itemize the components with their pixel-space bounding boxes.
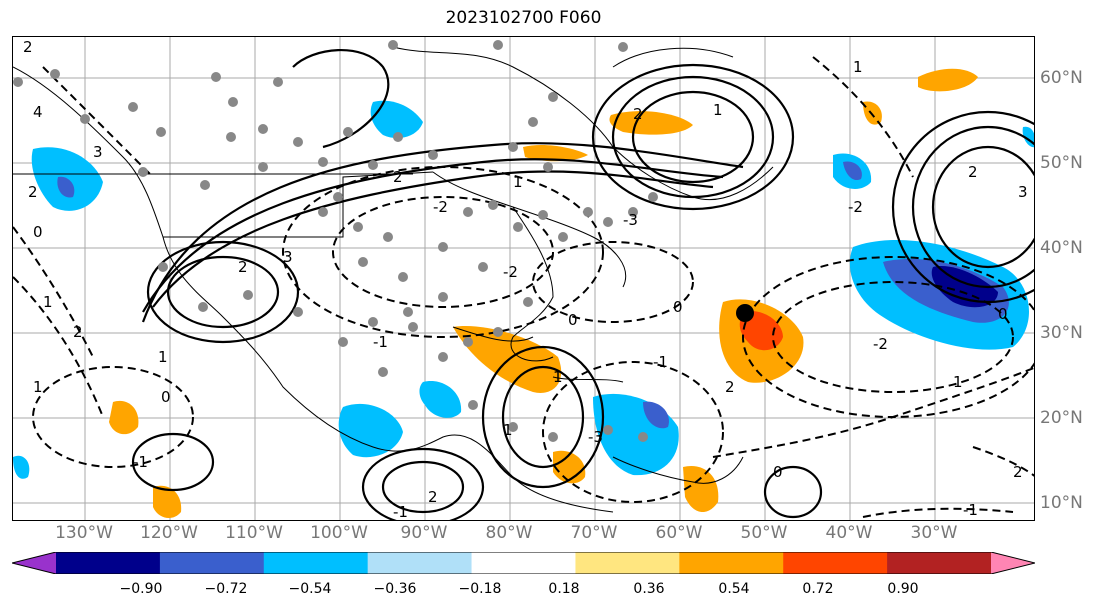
colorbar-segment [783, 552, 888, 574]
contour-label: 2 [73, 323, 83, 341]
contour-label: -2 [873, 335, 888, 353]
lon-label: 70°W [570, 523, 618, 543]
contour-label: 3 [283, 248, 293, 266]
contour-label: -2 [433, 198, 448, 216]
colorbar-segment [679, 552, 784, 574]
colorbar-extend-low [12, 552, 56, 574]
contour-label-group: 2 4 3 2 0 1 2 1 0 2 1 -1 -2 2 -3 1 2 1 0… [23, 38, 1028, 521]
contour-label: -1 [653, 353, 668, 371]
contour-label: 0 [33, 223, 43, 241]
lon-label: 90°W [400, 523, 448, 543]
positive-contours [131, 48, 1034, 520]
contour-label: 1 [158, 348, 168, 366]
contour-label: 1 [43, 293, 53, 311]
lat-label: 50°N [1040, 153, 1083, 173]
colorbar [12, 552, 1035, 574]
colorbar-extend-high [991, 552, 1035, 574]
colorbar-tick: 0.36 [633, 581, 665, 597]
lon-label: 100°W [310, 523, 368, 543]
colorbar-segment [367, 552, 473, 574]
contour-label: -2 [848, 198, 863, 216]
colorbar-segment [56, 552, 161, 574]
contour-label: 2 [28, 183, 38, 201]
colorbar-segment [159, 552, 265, 574]
contour-label: 1 [503, 421, 513, 439]
colorbar-tick: 0.54 [718, 581, 750, 597]
contour-label: 1 [553, 368, 563, 386]
contour-label: 3 [93, 143, 103, 161]
colorbar-segment [887, 552, 992, 574]
colorbar-tick: −0.54 [288, 581, 332, 597]
colorbar-segment [263, 552, 369, 574]
contour-label: 2 [1013, 463, 1023, 481]
lat-label: 60°N [1040, 68, 1083, 88]
lat-label: 20°N [1040, 408, 1083, 428]
contour-label: 1 [513, 173, 523, 191]
lon-label: 60°W [655, 523, 703, 543]
contour-label: 1 [33, 378, 43, 396]
map-panel: 2 4 3 2 0 1 2 1 0 2 1 -1 -2 2 -3 1 2 1 0… [12, 36, 1035, 521]
colorbar-tick: −0.36 [373, 581, 417, 597]
coastlines [13, 46, 774, 513]
contour-label: -3 [623, 211, 638, 229]
contour-label: 1 [853, 58, 863, 76]
contour-label: 1 [713, 101, 723, 119]
contour-label: 3 [1018, 183, 1028, 201]
map-title: 2023102700 F060 [445, 8, 602, 28]
contour-label: 2 [633, 105, 643, 123]
contour-label: -3 [588, 428, 603, 446]
contour-label: 2 [725, 378, 735, 396]
contour-label: 0 [673, 298, 683, 316]
contour-label: 0 [773, 463, 783, 481]
map-svg: 2 4 3 2 0 1 2 1 0 2 1 -1 -2 2 -3 1 2 1 0… [13, 37, 1034, 521]
contour-label: 2 [428, 488, 438, 506]
lon-label: 30°W [910, 523, 958, 543]
station-markers [13, 40, 658, 442]
lon-label: 40°W [825, 523, 873, 543]
contour-label: 2 [238, 258, 248, 276]
colorbar-segments [12, 552, 1035, 574]
contour-label: 1 [953, 373, 963, 391]
lat-label: 30°N [1040, 323, 1083, 343]
anomaly-fills [13, 68, 1034, 519]
colorbar-tick: 0.72 [802, 581, 834, 597]
lon-label: 130°W [55, 523, 113, 543]
contour-label: -2 [503, 263, 518, 281]
contour-label: 4 [33, 103, 43, 121]
contour-label: 0 [998, 305, 1008, 323]
colorbar-tick: 0.90 [887, 581, 919, 597]
lon-label: 120°W [140, 523, 198, 543]
contour-label: 2 [23, 38, 33, 56]
lon-label: 50°W [740, 523, 788, 543]
contour-label: -1 [373, 333, 388, 351]
colorbar-segment [575, 552, 680, 574]
lon-label: 110°W [225, 523, 283, 543]
colorbar-tick: −0.18 [458, 581, 502, 597]
colorbar-tick: 0.18 [548, 581, 580, 597]
contour-label: -1 [963, 501, 978, 519]
lat-label: 10°N [1040, 493, 1083, 513]
lat-label: 40°N [1040, 238, 1083, 258]
contour-label: 0 [161, 388, 171, 406]
colorbar-tick: −0.72 [204, 581, 248, 597]
colorbar-segment [471, 552, 576, 574]
lon-label: 80°W [485, 523, 533, 543]
contour-label: -1 [133, 453, 148, 471]
contour-label: 0 [568, 311, 578, 329]
contour-label: 2 [393, 168, 403, 186]
colorbar-tick: −0.90 [119, 581, 163, 597]
contour-label: -1 [393, 503, 408, 521]
highlight-marker [736, 304, 754, 322]
contour-label: 2 [968, 163, 978, 181]
